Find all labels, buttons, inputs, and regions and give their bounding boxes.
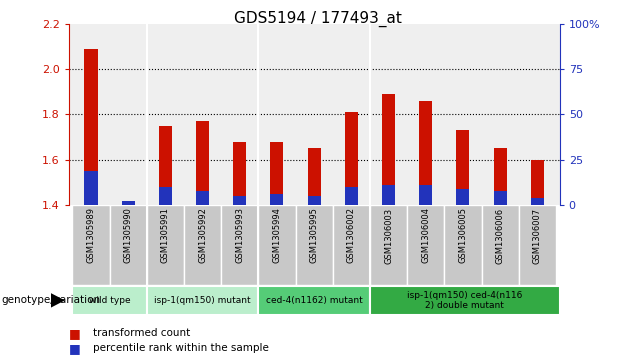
Bar — [445, 205, 481, 285]
Bar — [481, 205, 519, 285]
Bar — [233, 142, 246, 205]
Bar — [159, 126, 172, 205]
Bar — [73, 286, 147, 315]
Bar — [457, 189, 469, 205]
Bar — [345, 187, 358, 205]
Text: GSM1306007: GSM1306007 — [533, 208, 542, 264]
Text: GSM1305989: GSM1305989 — [86, 208, 95, 264]
Text: GSM1306006: GSM1306006 — [495, 208, 504, 264]
Bar — [85, 49, 97, 205]
Bar — [196, 192, 209, 205]
Text: GSM1305994: GSM1305994 — [272, 208, 282, 264]
Text: percentile rank within the sample: percentile rank within the sample — [93, 343, 269, 354]
Text: GSM1306002: GSM1306002 — [347, 208, 356, 264]
Bar — [121, 201, 135, 205]
Bar — [419, 101, 432, 205]
Bar — [519, 205, 556, 285]
Bar — [85, 171, 97, 205]
Text: genotype/variation: genotype/variation — [1, 295, 100, 305]
Bar — [121, 203, 135, 205]
Bar — [345, 112, 358, 205]
Text: GSM1306005: GSM1306005 — [459, 208, 467, 264]
Text: ■: ■ — [69, 327, 80, 340]
Bar — [494, 148, 507, 205]
Text: isp-1(qm150) ced-4(n116
2) double mutant: isp-1(qm150) ced-4(n116 2) double mutant — [407, 291, 523, 310]
Bar — [382, 94, 395, 205]
Bar — [296, 205, 333, 285]
Text: GSM1305991: GSM1305991 — [161, 208, 170, 264]
Text: ced-4(n1162) mutant: ced-4(n1162) mutant — [266, 296, 363, 305]
Text: GSM1306004: GSM1306004 — [421, 208, 431, 264]
Bar — [221, 205, 258, 285]
Bar — [333, 205, 370, 285]
Bar — [270, 194, 284, 205]
Bar — [370, 286, 560, 315]
Bar — [147, 205, 184, 285]
Bar — [233, 196, 246, 205]
Bar — [382, 185, 395, 205]
Bar — [159, 187, 172, 205]
Bar — [147, 286, 258, 315]
Text: GDS5194 / 177493_at: GDS5194 / 177493_at — [234, 11, 402, 27]
Bar — [457, 130, 469, 205]
Bar — [73, 205, 109, 285]
Bar — [494, 192, 507, 205]
Bar — [270, 142, 284, 205]
Bar — [531, 198, 544, 205]
Text: GSM1306003: GSM1306003 — [384, 208, 393, 264]
Text: GSM1305993: GSM1305993 — [235, 208, 244, 264]
Bar — [407, 205, 445, 285]
Bar — [531, 160, 544, 205]
Text: isp-1(qm150) mutant: isp-1(qm150) mutant — [155, 296, 251, 305]
Text: GSM1305992: GSM1305992 — [198, 208, 207, 264]
Text: transformed count: transformed count — [93, 328, 190, 338]
Bar — [258, 286, 370, 315]
Polygon shape — [51, 293, 65, 308]
Bar — [109, 205, 147, 285]
Bar — [308, 148, 321, 205]
Bar — [308, 196, 321, 205]
Text: wild type: wild type — [89, 296, 130, 305]
Text: GSM1305990: GSM1305990 — [124, 208, 133, 264]
Bar — [184, 205, 221, 285]
Bar — [196, 121, 209, 205]
Bar — [258, 205, 296, 285]
Text: GSM1305995: GSM1305995 — [310, 208, 319, 264]
Bar — [370, 205, 407, 285]
Text: ■: ■ — [69, 342, 80, 355]
Bar — [419, 185, 432, 205]
